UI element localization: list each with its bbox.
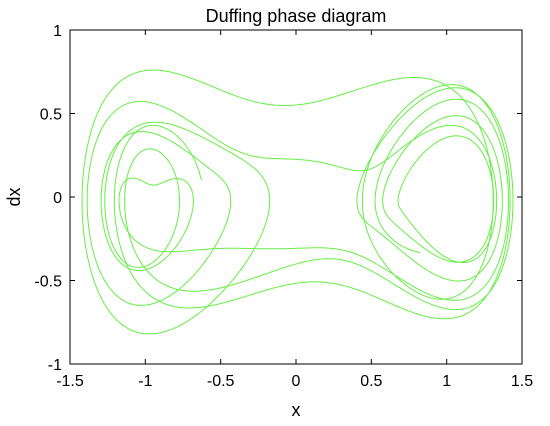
y-tick-label: -1	[48, 357, 62, 374]
x-axis: -1.5 -1 -0.5 0 0.5 1 1.5	[56, 30, 533, 390]
y-tick-label: 1	[53, 23, 62, 40]
x-tick-label: -0.5	[207, 373, 235, 390]
y-tick-label: 0.5	[40, 107, 62, 124]
x-tick-label: 0	[292, 373, 301, 390]
y-tick-label: -0.5	[34, 274, 62, 291]
x-tick-label: 0.5	[360, 373, 382, 390]
y-axis: -1 -0.5 0 0.5 1	[34, 23, 522, 374]
y-tick-label: 0	[53, 190, 62, 207]
x-axis-label: x	[292, 400, 301, 420]
plot-frame	[69, 29, 523, 365]
x-tick-label: -1.5	[56, 373, 84, 390]
chart-title: Duffing phase diagram	[206, 6, 387, 26]
plot-area	[69, 29, 523, 365]
series-line-trajectory	[81, 69, 514, 335]
x-tick-label: 1	[442, 373, 451, 390]
x-tick-label: -1	[138, 373, 152, 390]
x-tick-label: 1.5	[511, 373, 533, 390]
y-axis-label: dx	[4, 187, 24, 206]
